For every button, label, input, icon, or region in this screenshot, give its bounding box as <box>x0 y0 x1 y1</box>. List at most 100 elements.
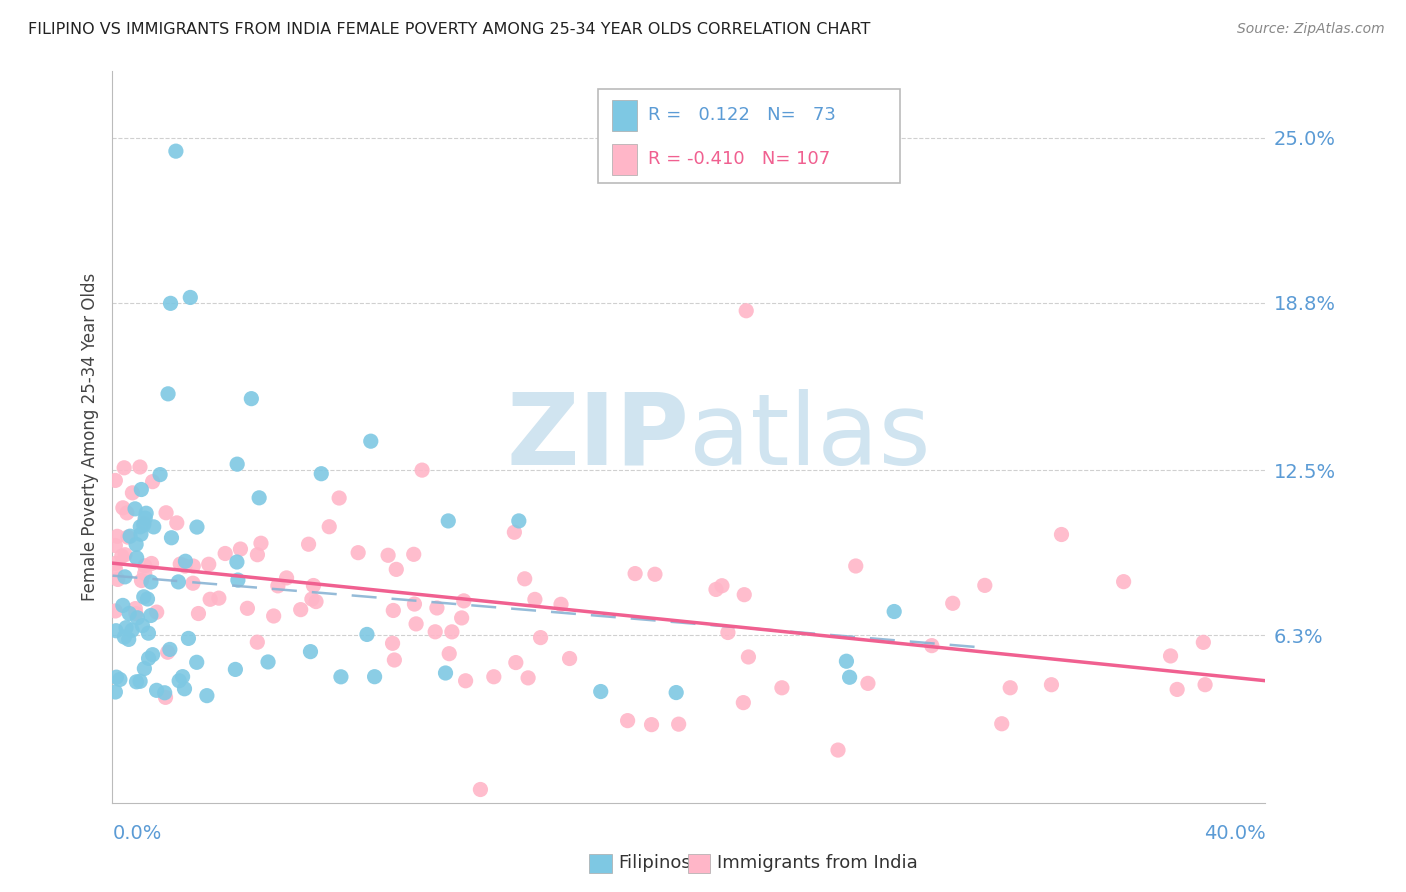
Point <box>470 782 492 797</box>
Point <box>115 621 138 635</box>
Y-axis label: Female Poverty Among 25-34 Year Olds: Female Poverty Among 25-34 Year Olds <box>80 273 98 601</box>
Point <box>149 467 172 482</box>
Point <box>236 601 259 615</box>
Point <box>827 743 849 757</box>
Point <box>174 559 197 574</box>
Point <box>710 579 733 593</box>
Point <box>276 571 298 585</box>
Point <box>132 590 155 604</box>
Point <box>385 562 408 576</box>
Point <box>347 546 370 560</box>
Point <box>141 557 163 571</box>
Point <box>513 572 536 586</box>
Point <box>104 604 127 618</box>
Point <box>589 684 612 698</box>
Point <box>156 645 179 659</box>
Point <box>129 527 152 541</box>
Point <box>214 547 236 561</box>
Point <box>112 630 135 644</box>
Point <box>166 516 188 530</box>
Point <box>165 144 187 158</box>
Point <box>733 696 755 710</box>
Point <box>104 474 127 488</box>
Point <box>835 654 858 668</box>
Point <box>482 670 505 684</box>
Point <box>704 582 727 597</box>
Point <box>668 717 690 731</box>
Point <box>737 650 759 665</box>
Point <box>114 548 136 562</box>
Point <box>290 602 312 616</box>
Point <box>179 290 201 304</box>
Point <box>174 554 197 568</box>
Point <box>1192 635 1215 649</box>
Point <box>131 574 153 588</box>
Point <box>177 632 200 646</box>
Point <box>129 520 152 534</box>
Point <box>770 681 793 695</box>
Point <box>145 605 167 619</box>
Point <box>302 578 325 592</box>
Point <box>425 624 447 639</box>
Point <box>142 520 165 534</box>
Point <box>883 605 905 619</box>
Point <box>107 573 129 587</box>
Point <box>309 467 332 481</box>
Point <box>328 491 350 505</box>
Point <box>139 574 162 589</box>
Text: FILIPINO VS IMMIGRANTS FROM INDIA FEMALE POVERTY AMONG 25-34 YEAR OLDS CORRELATI: FILIPINO VS IMMIGRANTS FROM INDIA FEMALE… <box>28 22 870 37</box>
Point <box>159 296 181 310</box>
Point <box>132 516 155 530</box>
Text: Filipinos: Filipinos <box>619 855 692 872</box>
Point <box>167 673 190 688</box>
Point <box>263 609 285 624</box>
Point <box>411 463 433 477</box>
Point <box>104 539 127 553</box>
Point <box>115 506 138 520</box>
Point <box>124 601 146 615</box>
Text: ZIP: ZIP <box>506 389 689 485</box>
Point <box>125 537 148 551</box>
Point <box>125 607 148 621</box>
Point <box>665 685 688 699</box>
Point <box>437 514 460 528</box>
Point <box>382 653 405 667</box>
Point <box>105 529 128 543</box>
Point <box>129 674 152 689</box>
Point <box>187 607 209 621</box>
Point <box>250 536 273 550</box>
Point <box>105 624 128 638</box>
Point <box>733 588 755 602</box>
Point <box>440 624 463 639</box>
Point <box>155 506 177 520</box>
Point <box>104 562 127 576</box>
Point <box>172 670 194 684</box>
Point <box>134 511 156 525</box>
Text: 0.0%: 0.0% <box>112 824 162 843</box>
Point <box>104 557 127 571</box>
Point <box>132 517 155 532</box>
Point <box>360 434 382 449</box>
Point <box>402 547 425 561</box>
Point <box>377 549 399 563</box>
Point <box>301 592 323 607</box>
Point <box>1166 682 1188 697</box>
Point <box>382 603 405 617</box>
Text: R = -0.410   N= 107: R = -0.410 N= 107 <box>648 151 831 169</box>
Point <box>159 642 181 657</box>
Point <box>437 647 460 661</box>
Point <box>257 655 280 669</box>
Point <box>717 625 740 640</box>
Point <box>450 611 472 625</box>
Point <box>111 549 134 563</box>
Point <box>111 500 134 515</box>
Point <box>529 631 551 645</box>
Point <box>198 592 221 607</box>
Point <box>503 525 526 540</box>
Point <box>517 671 540 685</box>
Point <box>118 607 141 621</box>
Point <box>229 542 252 557</box>
Point <box>299 645 322 659</box>
Point <box>111 599 134 613</box>
Point <box>356 627 378 641</box>
